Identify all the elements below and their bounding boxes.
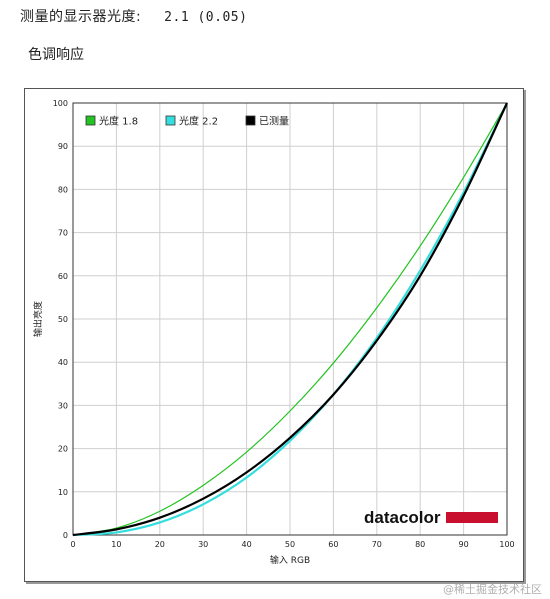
plot-area — [72, 102, 508, 536]
chart-frame — [24, 88, 524, 582]
y-axis-label: 输出亮度 — [32, 301, 44, 337]
y-tick-label: 60 — [58, 272, 68, 281]
series-line-gamma-1-8 — [72, 102, 508, 536]
section-title: 色调响应 — [28, 47, 84, 63]
watermark: @稀土掘金技术社区 — [443, 583, 542, 596]
x-tick-label: 60 — [328, 540, 338, 549]
x-tick-label: 80 — [415, 540, 425, 549]
x-tick-label: 30 — [198, 540, 208, 549]
measured-gamma-line: 测量的显示器光度: 2.1 (0.05) — [20, 6, 247, 26]
legend-swatch — [245, 115, 256, 126]
y-tick-label: 10 — [58, 488, 68, 497]
grid — [72, 102, 508, 536]
x-tick-label: 0 — [70, 540, 75, 549]
y-tick-label: 40 — [58, 358, 68, 367]
x-tick-label: 100 — [499, 540, 514, 549]
datacolor-logo: datacolor — [364, 508, 498, 527]
legend-swatch — [165, 115, 176, 126]
series-line-measured — [72, 102, 508, 537]
legend-label: 光度 1.8 — [99, 115, 138, 128]
datacolor-logo-text: datacolor — [364, 508, 441, 527]
legend-label: 已测量 — [259, 115, 289, 128]
legend-swatch — [85, 115, 96, 126]
legend-item-measured: 已测量 — [245, 115, 289, 128]
measured-gamma-label: 测量的显示器光度: — [20, 9, 142, 25]
x-tick-label: 70 — [372, 540, 382, 549]
y-tick-label: 30 — [58, 401, 68, 410]
y-tick-label: 100 — [53, 99, 68, 108]
y-tick-label: 70 — [58, 229, 68, 238]
datacolor-logo-bar — [446, 512, 498, 523]
x-tick-label: 20 — [155, 540, 165, 549]
measured-gamma-value: 2.1 (0.05) — [164, 10, 248, 25]
y-tick-label: 50 — [58, 315, 68, 324]
x-tick-label: 90 — [459, 540, 469, 549]
y-tick-label: 90 — [58, 142, 68, 151]
x-tick-label: 40 — [242, 540, 252, 549]
x-tick-label: 50 — [285, 540, 295, 549]
y-tick-label: 0 — [63, 531, 68, 540]
y-tick-label: 20 — [58, 445, 68, 454]
legend-item-gamma-1-8: 光度 1.8 — [85, 115, 138, 128]
series-line-gamma-2-2 — [72, 102, 508, 537]
x-tick-label: 10 — [111, 540, 121, 549]
x-axis-label: 输入 RGB — [270, 554, 310, 566]
legend: 光度 1.8 光度 2.2 已测量 — [85, 115, 289, 128]
y-tick-label: 80 — [58, 185, 68, 194]
legend-label: 光度 2.2 — [179, 115, 218, 128]
legend-item-gamma-2-2: 光度 2.2 — [165, 115, 218, 128]
tick-labels: 0 10 20 30 40 50 60 70 80 90 100 0 10 20 30 40 50 60 70 80 9… — [53, 99, 515, 549]
series-lines — [72, 102, 508, 537]
